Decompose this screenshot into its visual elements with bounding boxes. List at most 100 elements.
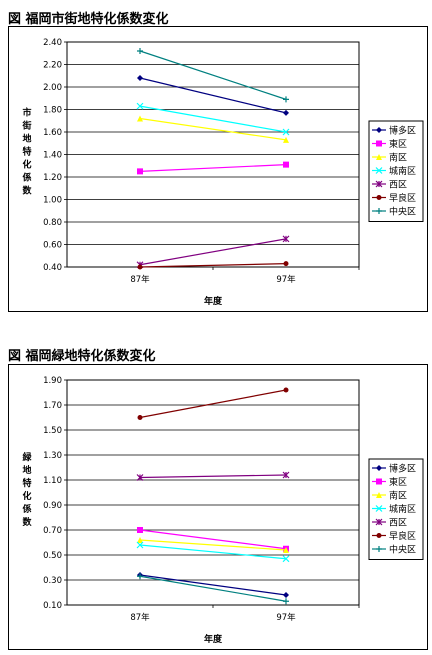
chart1-legend-label: 中央区 <box>389 206 416 218</box>
chart2-ytick-label: 0.50 <box>43 551 62 561</box>
chart2-ytick-label: 1.90 <box>43 376 62 386</box>
chart1-legend-label: 早良区 <box>389 192 416 204</box>
chart2-svg: 0.10 0.30 0.50 0.70 0.90 1.10 1.30 1.50 1.70 1.90… <box>22 376 424 645</box>
chart1-legend-item: 西区 <box>372 180 407 191</box>
chart2-legend-item: 西区 <box>372 518 407 529</box>
chart1-ylabel: 市街地特化係数 <box>21 107 32 197</box>
chart1-legend-label: 西区 <box>389 180 407 191</box>
chart1-series-line <box>139 77 287 114</box>
chart1-xtick-label: 97年 <box>276 274 296 285</box>
chart2-legend-label: 西区 <box>389 518 407 529</box>
chart2-xtick-label: 87年 <box>130 612 150 623</box>
chart1-ytick-label: 0.80 <box>43 218 62 228</box>
chart2-series-line <box>139 574 287 596</box>
chart1-legend-marker <box>375 167 383 174</box>
chart2-legend-marker <box>376 546 382 552</box>
chart1-series-2 <box>137 115 289 143</box>
chart2-series-3 <box>136 541 290 563</box>
chart1-legend-marker <box>375 180 383 188</box>
chart1-legend-label: 城南区 <box>389 165 416 177</box>
chart2-data-point <box>283 592 289 598</box>
chart1-data-point <box>137 115 143 122</box>
chart2-legend-item: 南区 <box>372 490 407 502</box>
chart1-series-line <box>139 117 287 141</box>
chart2-legend-label: 中央区 <box>389 544 416 556</box>
chart1-data-point <box>137 75 143 81</box>
chart1-ytick-label: 0.40 <box>43 263 62 273</box>
chart1-series-1 <box>137 161 289 175</box>
chart2-legend-label: 博多区 <box>389 463 416 475</box>
chart2-ytick-label: 1.10 <box>43 476 62 486</box>
chart2-series-line <box>139 575 287 602</box>
chart2-legend-item: 城南区 <box>372 503 416 515</box>
chart2-xlabel: 年度 <box>204 633 223 645</box>
chart2-data-point <box>137 527 143 533</box>
chart2-data-point <box>283 387 289 393</box>
chart2-series-4 <box>136 471 290 481</box>
chart1-series-0 <box>137 75 289 116</box>
chart1-legend-marker <box>376 140 382 147</box>
chart1-series-line <box>139 105 287 133</box>
chart1-ytick-label: 0.60 <box>43 241 62 251</box>
chart1-legend-item: 中央区 <box>372 206 416 218</box>
chart1-ytick-label: 2.00 <box>43 83 62 93</box>
chart1-data-point <box>283 161 289 168</box>
chart2-ytick-label: 1.70 <box>43 401 62 411</box>
chart2-data-point <box>282 471 290 479</box>
chart2-legend-marker <box>375 518 383 526</box>
chart2-legend-item: 中央区 <box>372 544 416 556</box>
chart2-data-point <box>283 598 289 605</box>
chart1-ytick-label: 1.40 <box>43 151 62 161</box>
chart1-ytick-label: 1.80 <box>43 106 62 116</box>
chart2-legend-item: 東区 <box>372 476 407 488</box>
chart2-legend-label: 城南区 <box>389 503 416 515</box>
chart1-series-line <box>139 50 287 100</box>
chart2-data-point <box>283 547 289 553</box>
chart2-legend-label: 南区 <box>389 490 407 502</box>
chart1-ytick-label: 2.20 <box>43 61 62 71</box>
chart1-legend-item: 南区 <box>372 152 407 164</box>
chart1-data-point <box>137 264 143 270</box>
chart2-data-point <box>137 573 143 580</box>
chart1-data-point <box>283 109 289 116</box>
chart1-legend-item: 城南区 <box>372 165 416 177</box>
chart1-data-point <box>283 136 289 143</box>
chart2-data-point <box>137 415 143 420</box>
chart2-plot-area <box>66 379 360 606</box>
chart2-series-2 <box>137 537 289 553</box>
chart1-panel: 0.40 0.60 0.80 1.00 1.20 1.40 1.60 1.80 2.00 2.20… <box>8 26 428 312</box>
chart2-series-line <box>139 539 287 551</box>
chart2-legend-marker <box>376 492 382 498</box>
chart2-legend-item: 早良区 <box>372 530 416 542</box>
chart2-legend-label: 早良区 <box>389 530 416 542</box>
chart2-data-point <box>136 474 144 481</box>
chart2-legend-marker <box>376 465 382 471</box>
chart1-series-5 <box>137 261 289 270</box>
chart1-xtick-label: 87年 <box>130 274 150 285</box>
chart1-series-line <box>139 263 287 268</box>
chart2-series-6 <box>137 573 289 605</box>
chart1-data-point <box>282 128 290 136</box>
chart2-ytick-label: 0.10 <box>43 601 62 611</box>
chart2-series-line <box>139 474 287 479</box>
chart1-legend-item: 早良区 <box>372 192 416 204</box>
chart2-ylabel: 緑地特化係数 <box>22 451 32 528</box>
chart1-legend-label: 東区 <box>389 138 407 150</box>
chart1-series-line <box>139 164 287 172</box>
chart2-ytick-label: 0.90 <box>43 501 62 511</box>
chart2-ytick-label: 1.50 <box>43 426 62 436</box>
chart2-ytick-label: 1.30 <box>43 451 62 461</box>
chart2-panel: 0.10 0.30 0.50 0.70 0.90 1.10 1.30 1.50 1.70 1.90… <box>8 364 428 650</box>
chart1-legend-marker <box>376 127 382 133</box>
chart2-legend-label: 東区 <box>389 476 407 488</box>
chart2-series-line <box>139 544 287 560</box>
chart2-series-5 <box>137 387 289 420</box>
chart1-title: 図 福岡市街地特化係数変化 <box>8 12 169 27</box>
chart1-data-point <box>136 102 144 110</box>
chart1-data-point <box>137 48 143 54</box>
chart1-xlabel: 年度 <box>204 295 223 307</box>
chart1-series-6 <box>137 48 289 103</box>
chart1-series-3 <box>136 102 290 136</box>
chart1-data-point <box>137 168 143 175</box>
chart1-legend-label: 博多区 <box>389 125 416 137</box>
